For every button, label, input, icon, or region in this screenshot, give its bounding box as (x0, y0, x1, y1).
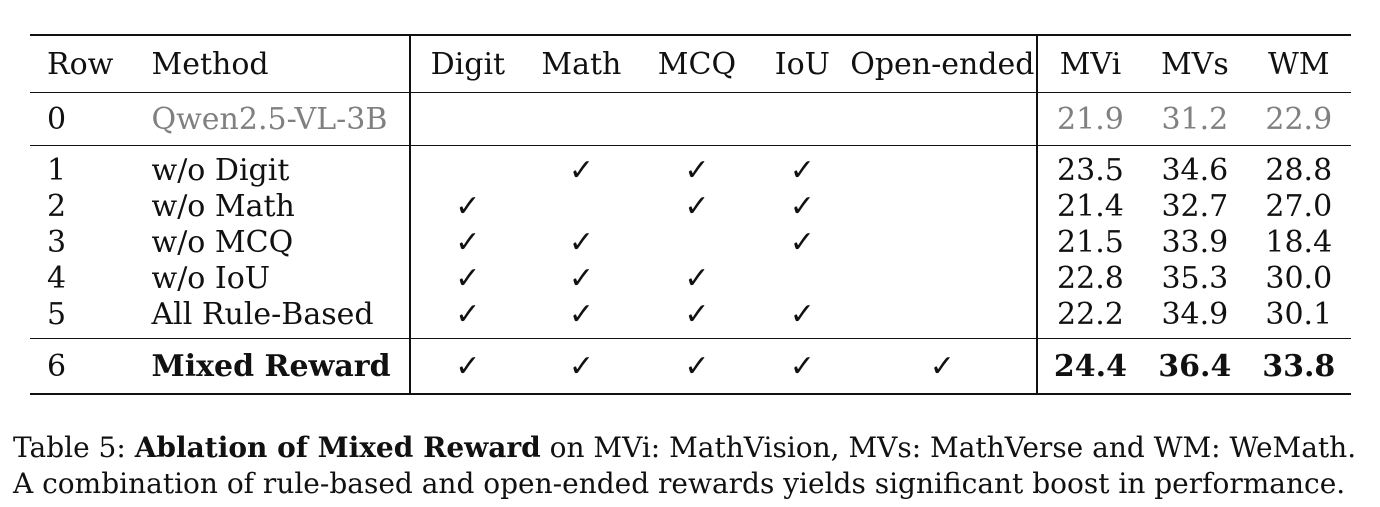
wm-score: 30.1 (1265, 296, 1333, 332)
row-number: 4 (47, 260, 67, 296)
mvs-score: 34.6 (1143, 145, 1247, 188)
caption-title: Ablation of Mixed Reward (134, 431, 541, 464)
mvs-score: 32.7 (1161, 188, 1229, 224)
mvi-score: 23.5 (1036, 145, 1144, 188)
open-check (848, 188, 1038, 224)
header-mcq: MCQ (638, 34, 756, 93)
method-name: w/o Digit (143, 145, 412, 188)
table-row: 3 w/o MCQ ✓ ✓ ✓ 21.5 33.9 18.4 (30, 224, 1351, 260)
results-table-container: Row Method Digit Math MCQ IoU Open-ended… (30, 34, 1351, 395)
header-iou: IoU (755, 34, 849, 93)
final-digit-check: ✓ (410, 338, 525, 395)
iou-check (756, 260, 849, 296)
iou-check: ✓ (755, 145, 849, 188)
baseline-method: Qwen2.5-VL-3B (143, 92, 412, 146)
baseline-mcq-cell (638, 92, 756, 146)
baseline-row-number: 0 (30, 92, 144, 146)
header-digit: Digit (410, 34, 525, 93)
mcq-check (638, 224, 756, 260)
header-wm: WM (1246, 34, 1351, 93)
final-mcq-check: ✓ (638, 338, 756, 395)
row-number: 1 (30, 145, 144, 188)
open-check (848, 296, 1038, 339)
table-header-row: Row Method Digit Math MCQ IoU Open-ended… (30, 34, 1351, 93)
table-row: 5 All Rule-Based ✓ ✓ ✓ ✓ 22.2 34.9 30.1 (30, 296, 1351, 339)
math-check: ✓ (524, 145, 639, 188)
baseline-wm: 22.9 (1246, 92, 1351, 146)
baseline-open-cell (848, 92, 1038, 146)
final-iou-check: ✓ (755, 338, 849, 395)
header-math: Math (524, 34, 639, 93)
row-number: 3 (47, 224, 67, 260)
baseline-iou-cell (755, 92, 849, 146)
baseline-digit-cell (410, 92, 525, 146)
digit-check: ✓ (455, 296, 481, 332)
open-check (848, 224, 1038, 260)
open-check (848, 145, 1038, 188)
math-check: ✓ (568, 260, 594, 296)
method-name: w/o Math (143, 188, 412, 224)
header-row: Row (30, 34, 144, 93)
mvs-score: 34.9 (1161, 296, 1229, 332)
math-check: ✓ (568, 224, 594, 260)
iou-check: ✓ (789, 188, 815, 224)
mvs-score: 35.3 (1161, 260, 1229, 296)
table-caption: Table 5: Ablation of Mixed Reward on MVi… (13, 430, 1368, 502)
mcq-check: ✓ (684, 188, 710, 224)
baseline-row: 0 Qwen2.5-VL-3B 21.9 31.2 22.9 (30, 92, 1351, 146)
open-check (848, 260, 1038, 296)
mcq-check: ✓ (684, 260, 710, 296)
caption-label: Table 5: (13, 431, 126, 464)
math-check: ✓ (568, 296, 594, 332)
mvi-score: 22.2 (1057, 296, 1124, 332)
wm-score: 28.8 (1246, 145, 1351, 188)
digit-check: ✓ (455, 260, 481, 296)
method-name: All Rule-Based (143, 296, 412, 339)
mcq-check: ✓ (638, 145, 756, 188)
mvi-score: 21.4 (1057, 188, 1124, 224)
iou-check: ✓ (789, 224, 815, 260)
mcq-check: ✓ (684, 296, 710, 332)
mvs-score: 33.9 (1161, 224, 1229, 260)
final-method-name: Mixed Reward (143, 338, 412, 395)
mvi-score: 21.5 (1057, 224, 1124, 260)
row-number: 2 (47, 188, 67, 224)
header-mvi: MVi (1036, 34, 1144, 93)
table-row: 2 w/o Math ✓ ✓ ✓ 21.4 32.7 27.0 (30, 188, 1351, 224)
mvi-score: 22.8 (1057, 260, 1124, 296)
method-name: w/o MCQ (143, 224, 412, 260)
digit-check: ✓ (455, 224, 481, 260)
baseline-mvs: 31.2 (1143, 92, 1247, 146)
header-mvs: MVs (1143, 34, 1247, 93)
baseline-math-cell (524, 92, 639, 146)
header-method: Method (143, 34, 412, 93)
table-row: 1 w/o Digit ✓ ✓ ✓ 23.5 34.6 28.8 (30, 145, 1351, 188)
final-method-row: 6 Mixed Reward ✓ ✓ ✓ ✓ ✓ 24.4 36.4 33.8 (30, 338, 1351, 395)
method-name: w/o IoU (143, 260, 412, 296)
row-number: 5 (47, 296, 67, 332)
final-mvs-score: 36.4 (1143, 338, 1247, 395)
final-open-check: ✓ (848, 338, 1038, 395)
table-row: 4 w/o IoU ✓ ✓ ✓ 22.8 35.3 30.0 (30, 260, 1351, 296)
digit-check: ✓ (455, 188, 481, 224)
baseline-mvi: 21.9 (1036, 92, 1144, 146)
header-open-ended: Open-ended (848, 34, 1038, 93)
caption-text: on MVi: MathVision, MVs: MathVerse and W… (13, 431, 1357, 500)
digit-check (410, 145, 525, 188)
ablation-table: Row Method Digit Math MCQ IoU Open-ended… (30, 34, 1351, 395)
iou-check: ✓ (789, 296, 815, 332)
math-check (525, 188, 639, 224)
final-wm-score: 33.8 (1246, 338, 1351, 395)
final-math-check: ✓ (524, 338, 639, 395)
wm-score: 30.0 (1265, 260, 1333, 296)
final-row-number: 6 (30, 338, 144, 395)
wm-score: 27.0 (1265, 188, 1333, 224)
final-mvi-score: 24.4 (1036, 338, 1144, 395)
wm-score: 18.4 (1265, 224, 1333, 260)
